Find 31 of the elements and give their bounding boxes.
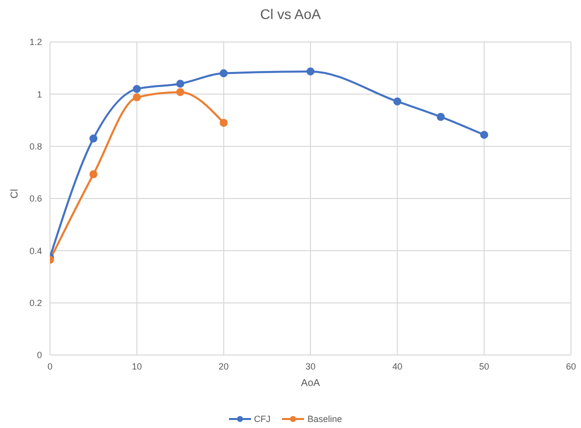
point [436,112,445,121]
x-tick-label: 30 [305,361,316,372]
point [176,88,184,96]
legend-label: CFJ [254,414,270,424]
x-tick-label: 10 [132,361,142,372]
point [176,80,184,88]
y-tick-label: 0 [36,350,42,360]
x-tick-label: 60 [566,361,576,372]
point [89,134,98,143]
point [132,93,141,102]
y-tick-label: 0.6 [29,194,42,204]
x-tick-label: 50 [479,361,490,372]
y-tick-label: 1.2 [29,37,42,48]
legend-label: Baseline [307,414,342,424]
y-tick-label: 1 [36,89,42,100]
x-tick-label: 40 [392,361,402,372]
point [132,84,141,93]
y-tick-label: 0.2 [29,298,42,308]
y-tick-label: 0.8 [29,142,42,152]
point [220,69,228,78]
point [480,130,488,139]
x-axis-title: AoA [301,378,320,390]
y-tick-label: 0.4 [29,246,42,256]
point [89,170,98,178]
x-tick-label: 20 [218,361,229,372]
point [220,118,228,127]
y-axis-title: Cl [10,189,21,198]
chart-title: Cl vs AoA [259,6,322,22]
point [393,97,402,106]
point [306,67,314,76]
x-tick-label: 0 [47,361,53,372]
